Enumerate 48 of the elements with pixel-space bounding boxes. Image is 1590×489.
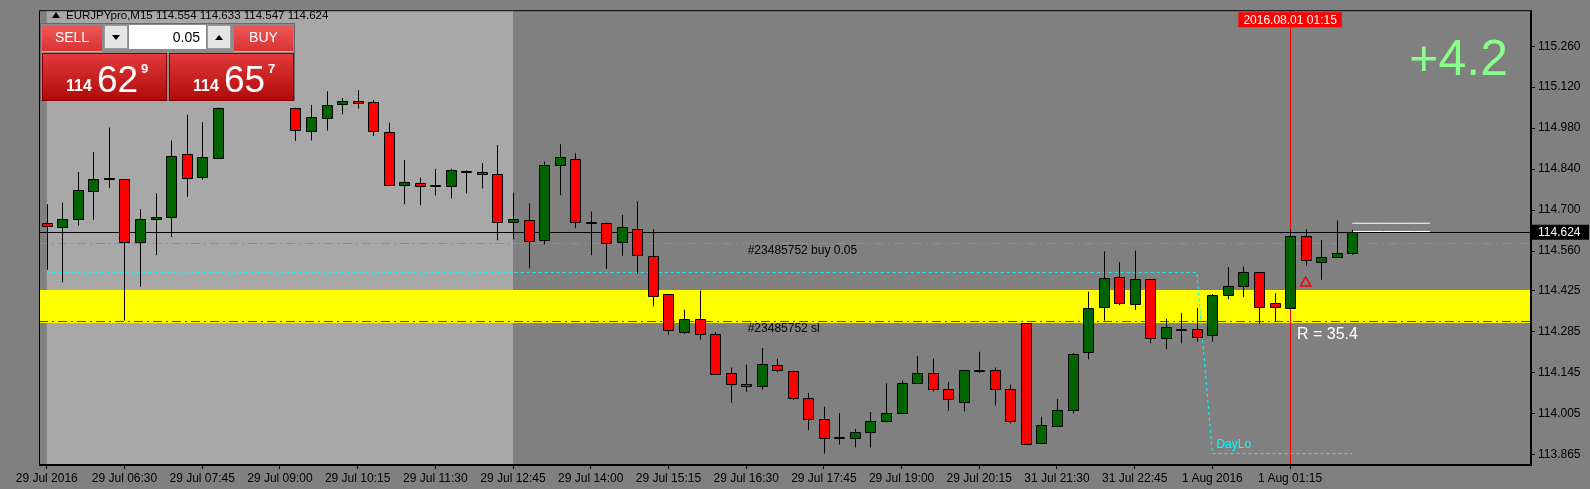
x-tick-label: 29 Jul 20:15 bbox=[946, 470, 1013, 485]
ref-line-label: 114.624 bbox=[1538, 225, 1581, 240]
x-tick-label: 29 Jul 14:00 bbox=[558, 470, 624, 485]
x-tick-label: 31 Jul 21:30 bbox=[1024, 470, 1090, 485]
y-tick-label: 115.120 bbox=[1538, 79, 1581, 94]
x-tick-label: 31 Jul 22:45 bbox=[1101, 470, 1168, 485]
x-tick-label: 1 Aug 01:15 bbox=[1258, 470, 1323, 485]
ref-line-label: 2016.08.01 01:15 bbox=[1243, 12, 1338, 27]
series-label: DayLo bbox=[1216, 436, 1252, 451]
annotation: 114 bbox=[66, 77, 92, 94]
y-tick-label: 114.560 bbox=[1538, 243, 1581, 258]
x-tick-label: 29 Jul 2016 bbox=[15, 470, 79, 485]
x-tick-label: 1 Aug 2016 bbox=[1182, 470, 1244, 485]
sell-button: SELL bbox=[42, 25, 102, 52]
y-tick-label: 114.425 bbox=[1538, 282, 1581, 297]
ref-line-label: #23485752 buy 0.05 bbox=[747, 243, 858, 258]
annotation: 114 bbox=[193, 77, 219, 94]
annotation: 65 bbox=[224, 59, 266, 100]
y-tick-label: 114.285 bbox=[1538, 323, 1581, 338]
ref-line-label: #23485752 sl bbox=[747, 321, 820, 336]
y-tick-label: 114.700 bbox=[1538, 202, 1581, 217]
lot-size-field: 0.05 bbox=[129, 25, 206, 49]
y-tick-label: 114.145 bbox=[1538, 364, 1581, 379]
y-tick-label: 114.980 bbox=[1538, 120, 1581, 135]
y-tick-label: 114.840 bbox=[1538, 161, 1581, 176]
annotation: BUY bbox=[249, 29, 278, 45]
x-tick-label: 29 Jul 11:30 bbox=[403, 470, 468, 485]
chart-title: EURJPYpro,M15 114.554 114.633 114.547 114.624 bbox=[66, 8, 329, 22]
annotation: +4.2 bbox=[1409, 30, 1508, 86]
x-tick-label: 29 Jul 09:00 bbox=[247, 470, 313, 485]
annotation: R = 35.4 bbox=[1297, 325, 1359, 342]
x-tick-label: 29 Jul 19:00 bbox=[868, 470, 935, 485]
x-tick-label: 29 Jul 07:45 bbox=[169, 470, 236, 485]
annotation: SELL bbox=[54, 29, 90, 45]
y-tick-label: 114.005 bbox=[1538, 405, 1581, 420]
x-tick-label: 29 Jul 17:45 bbox=[791, 470, 857, 485]
annotation: 0.05 bbox=[172, 29, 200, 45]
y-tick-label: 113.865 bbox=[1538, 446, 1581, 461]
x-tick-label: 29 Jul 12:45 bbox=[480, 470, 547, 485]
x-tick-label: 29 Jul 16:30 bbox=[713, 470, 780, 485]
x-tick-label: 29 Jul 06:30 bbox=[91, 470, 158, 485]
buy-button: BUY bbox=[234, 25, 293, 52]
x-tick-label: 29 Jul 10:15 bbox=[324, 470, 391, 485]
annotation: 62 bbox=[97, 59, 139, 100]
annotation: 9 bbox=[141, 61, 149, 76]
annotation: 7 bbox=[268, 61, 276, 76]
x-tick-label: 29 Jul 15:15 bbox=[635, 470, 702, 485]
y-tick-label: 115.260 bbox=[1538, 38, 1581, 53]
